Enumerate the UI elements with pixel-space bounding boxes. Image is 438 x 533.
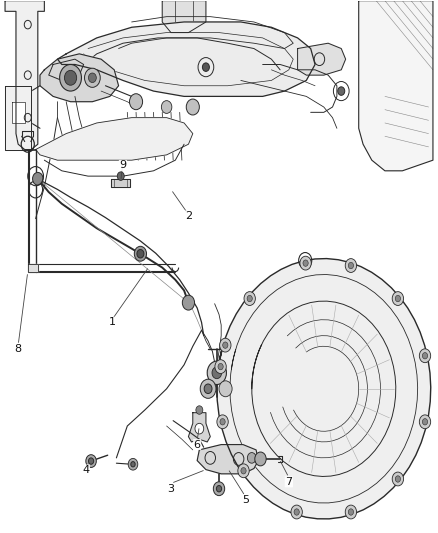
Circle shape	[223, 342, 228, 349]
Circle shape	[392, 292, 403, 305]
Circle shape	[182, 295, 194, 310]
Circle shape	[216, 486, 222, 492]
Polygon shape	[111, 179, 131, 187]
Polygon shape	[217, 259, 431, 519]
Circle shape	[419, 349, 431, 362]
Circle shape	[348, 262, 353, 269]
Circle shape	[195, 423, 204, 434]
Circle shape	[196, 406, 203, 414]
Circle shape	[32, 172, 43, 185]
Polygon shape	[162, 1, 206, 33]
Circle shape	[392, 472, 403, 486]
Circle shape	[117, 172, 124, 180]
Polygon shape	[5, 1, 44, 150]
Circle shape	[247, 453, 256, 463]
Polygon shape	[40, 54, 119, 102]
Polygon shape	[188, 413, 210, 442]
Text: 9: 9	[120, 160, 127, 171]
Circle shape	[241, 467, 246, 474]
Circle shape	[88, 458, 94, 464]
Circle shape	[134, 246, 147, 261]
Polygon shape	[5, 86, 31, 150]
Text: 8: 8	[14, 344, 22, 354]
Circle shape	[207, 361, 226, 384]
Circle shape	[131, 462, 135, 467]
Text: 7: 7	[285, 477, 293, 487]
Circle shape	[60, 64, 81, 91]
Circle shape	[86, 455, 96, 467]
Circle shape	[215, 360, 226, 374]
Polygon shape	[297, 43, 346, 75]
Text: 3: 3	[167, 484, 174, 494]
Circle shape	[338, 87, 345, 95]
Polygon shape	[49, 59, 84, 80]
Circle shape	[217, 415, 228, 429]
Circle shape	[85, 68, 100, 87]
Circle shape	[395, 295, 400, 302]
Circle shape	[419, 415, 431, 429]
Circle shape	[212, 367, 222, 378]
Circle shape	[238, 464, 249, 478]
Circle shape	[300, 256, 311, 270]
Circle shape	[88, 73, 96, 83]
Circle shape	[348, 509, 353, 515]
Circle shape	[204, 384, 212, 393]
Polygon shape	[359, 1, 433, 171]
Circle shape	[220, 418, 225, 425]
Circle shape	[218, 364, 223, 370]
Circle shape	[395, 476, 400, 482]
Circle shape	[186, 99, 199, 115]
Polygon shape	[57, 22, 315, 96]
Polygon shape	[28, 264, 38, 272]
Circle shape	[291, 505, 302, 519]
Text: 2: 2	[185, 211, 192, 221]
Circle shape	[200, 379, 216, 398]
Polygon shape	[197, 445, 258, 474]
Circle shape	[244, 292, 255, 305]
Polygon shape	[12, 102, 25, 123]
Circle shape	[219, 338, 231, 352]
Circle shape	[161, 101, 172, 114]
Circle shape	[294, 509, 299, 515]
Circle shape	[422, 352, 427, 359]
Circle shape	[345, 505, 357, 519]
Circle shape	[219, 381, 232, 397]
Circle shape	[137, 249, 144, 258]
Circle shape	[255, 452, 266, 466]
Text: 5: 5	[242, 495, 249, 505]
Circle shape	[303, 260, 308, 266]
Circle shape	[64, 70, 77, 85]
Circle shape	[247, 295, 252, 302]
Polygon shape	[35, 118, 193, 160]
Circle shape	[202, 63, 209, 71]
Circle shape	[128, 458, 138, 470]
Text: 1: 1	[109, 317, 116, 327]
Circle shape	[345, 259, 357, 272]
Circle shape	[130, 94, 143, 110]
Circle shape	[213, 482, 225, 496]
Text: 6: 6	[194, 440, 201, 450]
Circle shape	[422, 418, 427, 425]
Text: 4: 4	[82, 465, 89, 475]
